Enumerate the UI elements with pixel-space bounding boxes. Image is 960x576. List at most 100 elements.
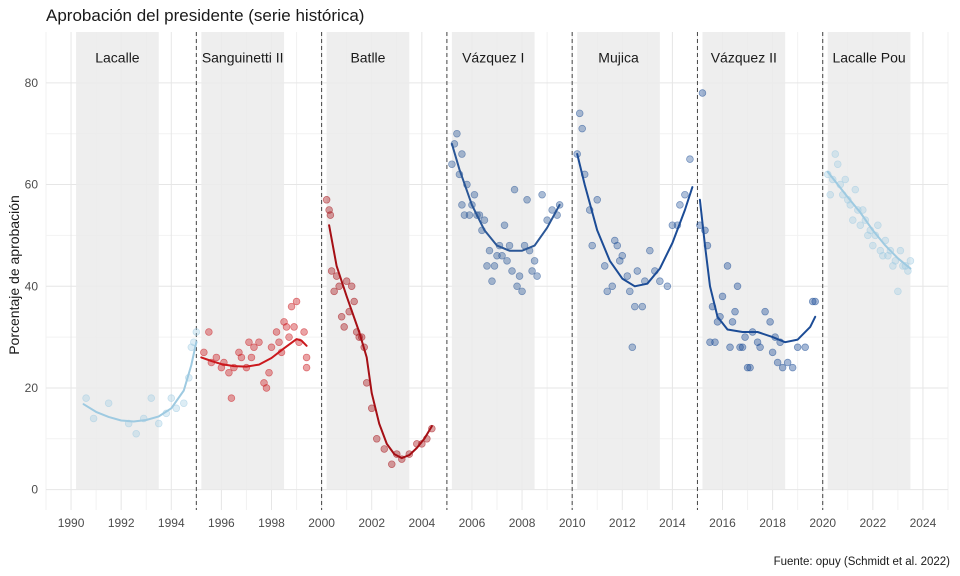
data-point	[513, 282, 521, 291]
trend-line	[200, 338, 308, 368]
data-point	[613, 241, 622, 250]
x-tick-label: 1998	[258, 516, 285, 530]
x-tick-label: 1994	[158, 516, 185, 530]
term-label: Sanguinetti II	[202, 49, 284, 65]
term-label: Mujica	[598, 49, 639, 65]
data-point	[488, 277, 496, 285]
data-point	[192, 328, 201, 336]
data-point	[676, 201, 684, 209]
data-point	[342, 277, 351, 285]
data-point	[372, 435, 381, 443]
data-point	[503, 257, 511, 265]
trend-line	[328, 224, 433, 460]
x-tick-label: 2006	[459, 516, 486, 530]
data-point	[626, 287, 634, 296]
data-point	[287, 302, 296, 311]
x-tick-label: 2004	[408, 516, 435, 530]
x-tick-label: 1992	[108, 516, 135, 530]
data-point	[275, 338, 283, 346]
data-point	[453, 129, 461, 138]
data-point	[508, 267, 516, 275]
data-point	[756, 343, 764, 352]
x-tick-label: 2002	[358, 516, 385, 530]
data-point	[826, 190, 834, 199]
data-point	[698, 89, 707, 97]
data-point	[340, 323, 348, 331]
term-band	[201, 32, 285, 490]
data-point	[326, 211, 335, 219]
x-tick-label: 2016	[709, 516, 736, 530]
term-label: Batlle	[350, 49, 385, 65]
data-point	[723, 262, 732, 270]
data-point	[237, 353, 246, 362]
data-point	[633, 267, 642, 275]
data-point	[500, 221, 509, 229]
data-point	[831, 150, 839, 158]
data-point	[778, 363, 787, 372]
data-point	[205, 328, 213, 336]
x-tick-label: 2008	[509, 516, 536, 530]
data-point	[631, 302, 639, 311]
term-band	[577, 32, 660, 490]
data-point	[285, 333, 293, 341]
data-point	[874, 221, 882, 229]
data-point	[265, 368, 273, 377]
data-point	[623, 272, 632, 280]
data-point	[766, 318, 774, 326]
x-tick-label: 1996	[208, 516, 235, 530]
y-tick-label: 80	[25, 76, 39, 90]
data-point	[646, 246, 654, 255]
data-point	[808, 297, 817, 306]
term-label: Vázquez II	[711, 49, 777, 65]
data-point	[788, 363, 797, 372]
data-point	[538, 190, 546, 199]
chart-caption: Fuente: opuy (Schmidt et al. 2022)	[773, 556, 950, 568]
x-tick-label: 2014	[659, 516, 686, 530]
y-tick-label: 60	[25, 178, 39, 192]
data-point	[227, 394, 236, 402]
x-tick-label: 2000	[308, 516, 335, 530]
data-point	[894, 287, 902, 296]
data-point	[849, 216, 857, 224]
data-point	[302, 363, 311, 372]
term-label: Lacalle	[95, 49, 140, 65]
data-point	[593, 196, 601, 204]
data-point	[322, 196, 331, 204]
data-point	[663, 282, 672, 291]
trend-line	[82, 341, 198, 423]
data-point	[891, 257, 900, 265]
data-point	[528, 267, 536, 275]
data-point	[793, 343, 802, 352]
data-point	[255, 338, 263, 346]
data-point	[200, 348, 208, 357]
data-point	[225, 368, 233, 377]
data-point	[530, 257, 539, 265]
data-point	[906, 257, 915, 265]
data-point	[618, 251, 627, 260]
trend-line	[826, 170, 912, 270]
data-point	[247, 353, 256, 362]
data-point	[448, 160, 456, 168]
data-point	[718, 292, 727, 301]
data-point	[548, 206, 556, 214]
data-point	[518, 287, 526, 296]
x-tick-label: 2012	[609, 516, 636, 530]
data-point	[638, 302, 647, 311]
data-point	[741, 333, 749, 341]
data-point	[132, 429, 140, 438]
data-point	[292, 297, 301, 306]
data-point	[498, 251, 506, 260]
chart-title: Aprobación del presidente (serie históri…	[46, 6, 365, 25]
data-point	[272, 328, 281, 336]
data-point	[347, 282, 356, 291]
data-point	[869, 241, 877, 250]
data-point	[738, 343, 747, 352]
data-point	[282, 323, 291, 331]
data-point	[743, 363, 752, 372]
data-point	[180, 399, 188, 407]
trend-line	[698, 198, 817, 344]
data-point	[578, 124, 586, 133]
data-point	[147, 394, 155, 402]
data-point	[104, 399, 113, 407]
data-point	[458, 201, 466, 209]
